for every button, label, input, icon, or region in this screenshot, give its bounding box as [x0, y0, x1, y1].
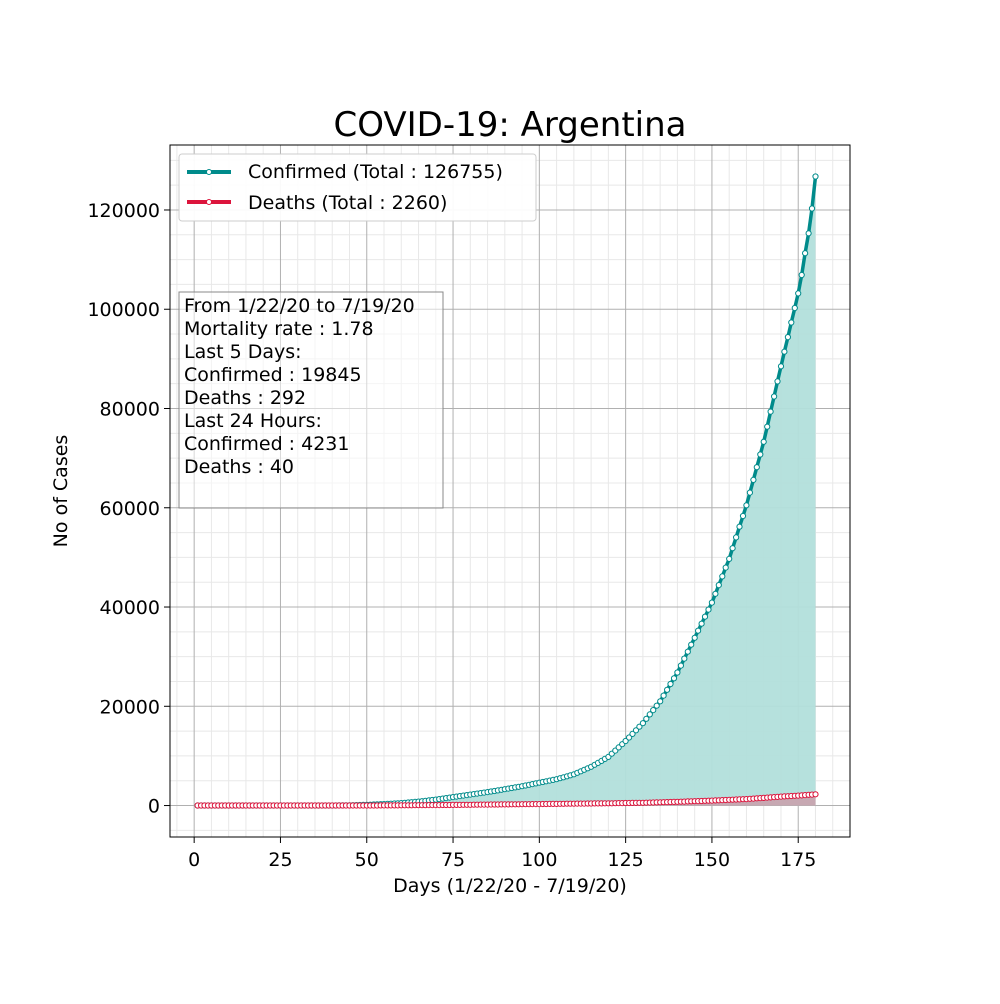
confirmed-point	[722, 564, 729, 571]
legend-deaths-marker	[206, 199, 212, 205]
confirmed-point	[791, 304, 798, 312]
x-tick-label: 75	[441, 849, 465, 871]
confirmed-point	[746, 489, 754, 496]
x-tick-label: 150	[694, 849, 730, 871]
y-tick-label: 20000	[100, 696, 160, 718]
confirmed-point	[626, 734, 633, 741]
chart-title: COVID-19: Argentina	[333, 105, 686, 145]
confirmed-point	[774, 378, 781, 385]
confirmed-point	[798, 271, 805, 279]
confirmed-point	[632, 727, 640, 734]
stats-line: Deaths : 40	[184, 456, 294, 478]
plot-frame	[169, 144, 851, 838]
confirmed-point	[812, 173, 819, 180]
stats-annotation: From 1/22/20 to 7/19/20 Mortality rate :…	[178, 291, 444, 509]
confirmed-point	[643, 715, 650, 722]
stats-line: Last 5 Days:	[184, 341, 302, 363]
confirmed-point	[760, 438, 767, 445]
confirmed-point	[784, 334, 792, 341]
confirmed-point	[781, 348, 788, 355]
y-tick-label: 40000	[100, 597, 160, 619]
legend-deaths-label: Deaths (Total : 2260)	[248, 192, 447, 214]
confirmed-point	[750, 476, 757, 483]
legend: Confirmed (Total : 126755) Deaths (Total…	[178, 153, 537, 222]
confirmed-point	[667, 680, 674, 688]
confirmed-point	[767, 408, 774, 415]
stats-line: Confirmed : 19845	[184, 364, 362, 386]
deaths-series	[194, 791, 819, 809]
y-axis-label: No of Cases	[50, 435, 72, 548]
confirmed-point	[653, 702, 660, 709]
y-tick-label: 0	[148, 796, 160, 818]
confirmed-point	[646, 711, 653, 718]
confirmed-point	[684, 648, 691, 655]
x-tick-label: 100	[521, 849, 557, 871]
confirmed-point	[681, 655, 688, 662]
stats-line: Confirmed : 4231	[184, 433, 349, 455]
confirmed-area	[197, 176, 816, 806]
confirmed-point	[670, 675, 678, 682]
confirmed-point	[650, 707, 657, 714]
y-tick-label: 60000	[100, 498, 160, 520]
confirmed-point	[771, 393, 778, 400]
confirmed-point	[657, 698, 664, 705]
confirmed-point	[695, 627, 702, 634]
legend-confirmed-marker	[206, 169, 212, 175]
confirmed-point	[795, 290, 802, 297]
confirmed-point	[743, 502, 750, 509]
confirmed-point	[622, 737, 629, 745]
x-tick-label: 125	[608, 849, 644, 871]
confirmed-point	[664, 686, 671, 693]
confirmed-point	[691, 634, 698, 641]
y-tick-label: 120000	[87, 200, 160, 222]
x-tick-label: 50	[355, 849, 379, 871]
stats-line: From 1/22/20 to 7/19/20	[184, 295, 415, 317]
x-tick-label: 0	[188, 849, 200, 871]
confirmed-point	[753, 464, 760, 471]
x-tick-label: 25	[268, 849, 292, 871]
confirmed-point	[719, 573, 726, 580]
confirmed-point	[701, 613, 709, 620]
legend-confirmed-label: Confirmed (Total : 126755)	[248, 161, 503, 183]
confirmed-point	[705, 606, 712, 613]
confirmed-point	[715, 582, 722, 589]
stats-line: Last 24 Hours:	[184, 410, 322, 432]
confirmed-point	[629, 730, 636, 738]
tick-layer: 0 25 50 75 100 125 150 175 0 20000 40000 60000 80000…	[87, 200, 816, 871]
stats-annotation-box	[178, 291, 444, 509]
confirmed-point	[757, 451, 764, 458]
confirmed-point	[788, 319, 795, 326]
series-layer	[194, 173, 819, 809]
x-axis-label: Days (1/22/20 - 7/19/20)	[393, 875, 627, 897]
confirmed-point	[712, 590, 719, 597]
x-tick-label: 175	[780, 849, 816, 871]
confirmed-point	[677, 662, 685, 669]
confirmed-point	[660, 692, 667, 699]
confirmed-point	[708, 599, 716, 606]
y-tick-label: 80000	[100, 399, 160, 421]
stats-line: Mortality rate : 1.78	[184, 318, 374, 340]
confirmed-point	[726, 555, 733, 563]
confirmed-point	[729, 545, 736, 552]
confirmed-point	[808, 205, 816, 212]
confirmed-point	[688, 641, 695, 648]
confirmed-point	[674, 669, 681, 676]
confirmed-point	[805, 230, 812, 237]
deaths-point	[812, 791, 819, 798]
confirmed-point	[802, 250, 809, 257]
confirmed-point	[777, 363, 785, 370]
confirmed-point	[698, 620, 705, 627]
y-tick-label: 100000	[87, 299, 160, 321]
confirmed-point	[639, 720, 647, 727]
confirmed-point	[736, 523, 743, 530]
confirmed-point	[636, 723, 643, 730]
stats-line: Deaths : 292	[184, 387, 306, 409]
confirmed-point	[739, 512, 747, 520]
confirmed-point	[764, 423, 771, 430]
legend-box	[178, 153, 537, 222]
confirmed-point	[733, 534, 740, 541]
